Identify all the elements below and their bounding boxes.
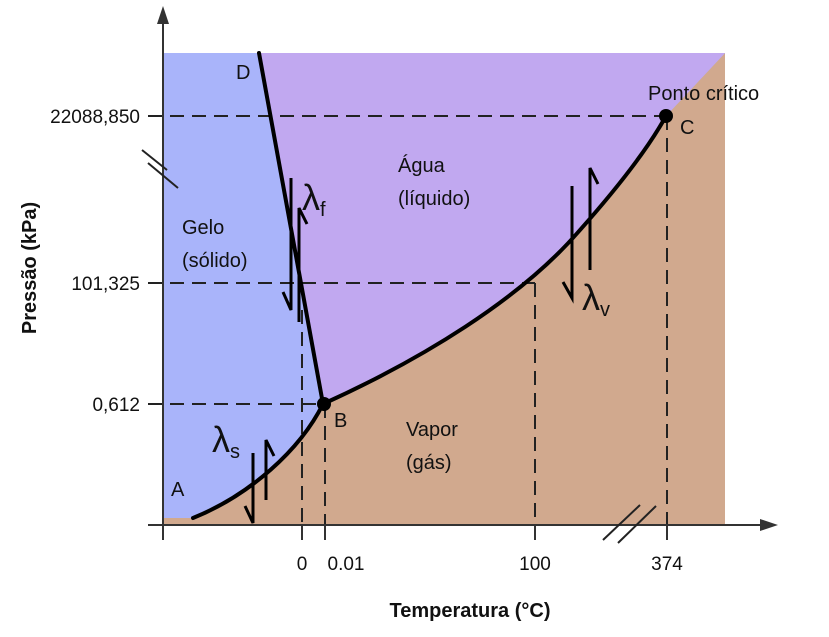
y-axis-arrow [157, 6, 169, 24]
critical-point-label: Ponto crítico [648, 83, 759, 105]
x-axis-title: Temperatura (°C) [390, 600, 551, 622]
liquid-region [259, 53, 725, 404]
solid-label-1: Gelo [182, 217, 224, 239]
dashed-guides [148, 115, 668, 525]
axis-break-marks [141, 149, 657, 544]
vapor-label-1: Vapor [406, 419, 458, 441]
fusion-arrow-up [297, 207, 309, 322]
vaporization-arrow-down [561, 186, 574, 304]
liquid-label-1: Água [398, 154, 446, 177]
point-d-label: D [236, 62, 250, 84]
y-axis-title: Pressão (kPa) [19, 202, 41, 334]
tick-marks [301, 525, 668, 540]
sublimation-arrow-up [264, 439, 276, 500]
point-c-label: C [680, 117, 694, 139]
transition-arrows [243, 167, 600, 524]
solid-label-2: (sólido) [182, 250, 248, 272]
vaporization-curve [321, 114, 668, 406]
sublimation-arrow-down [243, 453, 255, 524]
point-b-label: B [334, 410, 347, 432]
x-tick-374: 374 [651, 554, 683, 575]
axes [148, 20, 765, 540]
vapor-region [163, 53, 725, 525]
lambda-fusion-label: λf [302, 177, 326, 221]
sublimation-curve [191, 402, 325, 520]
point-a-label: A [171, 479, 185, 501]
critical-point-marker [659, 109, 673, 123]
triple-point-marker [317, 397, 331, 411]
y-tick-22088: 22088,850 [50, 107, 140, 128]
x-tick-001: 0.01 [328, 554, 365, 575]
lambda-vaporization-label: λv [582, 277, 610, 321]
liquid-label-2: (líquido) [398, 188, 470, 210]
fusion-arrow-down [281, 178, 293, 311]
lambda-sublimation-label: λs [212, 419, 240, 463]
vapor-label-2: (gás) [406, 452, 452, 474]
vaporization-arrow-up [588, 167, 600, 270]
y-tick-101: 101,325 [71, 274, 140, 295]
x-tick-100: 100 [519, 554, 551, 575]
x-axis-arrow [760, 519, 778, 531]
x-tick-0: 0 [297, 554, 308, 575]
y-tick-0612: 0,612 [92, 395, 140, 416]
